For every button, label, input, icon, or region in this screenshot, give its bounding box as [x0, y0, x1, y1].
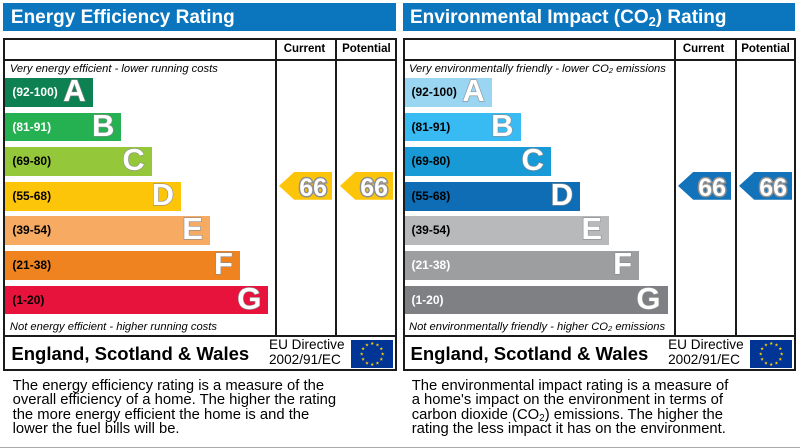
svg-text:66: 66 — [698, 174, 726, 200]
svg-text:66: 66 — [299, 174, 327, 200]
svg-text:66: 66 — [360, 174, 388, 200]
svg-text:66: 66 — [759, 174, 787, 200]
